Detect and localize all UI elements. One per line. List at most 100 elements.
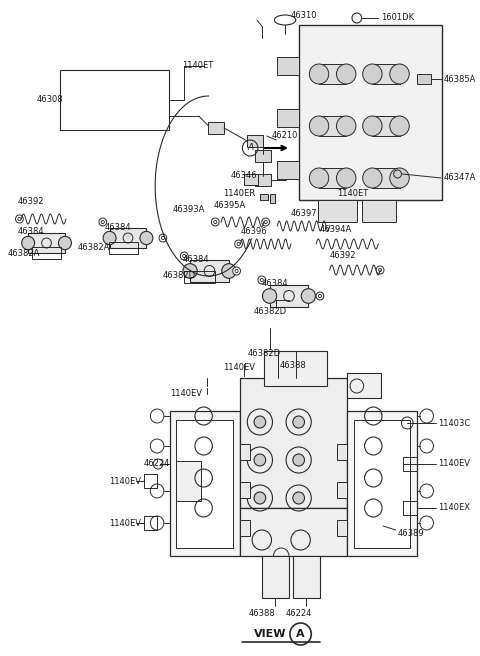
Bar [318, 200, 357, 222]
Text: 11403C: 11403C [438, 419, 470, 428]
Circle shape [183, 255, 186, 258]
Bar [144, 516, 157, 530]
Circle shape [290, 623, 311, 645]
Text: 1140ER: 1140ER [223, 190, 255, 199]
Circle shape [211, 218, 219, 226]
Text: 46392: 46392 [330, 251, 356, 260]
Text: 46347A: 46347A [443, 173, 476, 182]
Text: 46346: 46346 [231, 171, 257, 180]
Circle shape [263, 289, 276, 303]
Circle shape [336, 168, 356, 188]
Bar [347, 411, 417, 556]
Text: 1140EV: 1140EV [223, 363, 255, 373]
Text: 46384: 46384 [182, 255, 209, 264]
Circle shape [262, 218, 270, 226]
Circle shape [363, 116, 382, 136]
Text: 1140ET: 1140ET [337, 188, 369, 197]
Circle shape [293, 454, 304, 466]
Bar [354, 420, 410, 548]
Circle shape [336, 64, 356, 84]
Text: 46310: 46310 [291, 12, 317, 20]
Bar [337, 444, 347, 460]
Text: 1140EV: 1140EV [108, 518, 141, 527]
Bar [372, 64, 399, 84]
Bar [109, 228, 146, 248]
Bar [240, 444, 250, 460]
Text: 1140EV: 1140EV [170, 388, 202, 398]
Text: A: A [296, 629, 305, 639]
Bar [240, 508, 347, 556]
Bar [255, 150, 271, 162]
Bar [337, 482, 347, 498]
Text: 46384: 46384 [105, 222, 132, 232]
Text: 46392: 46392 [17, 197, 44, 207]
Circle shape [237, 243, 240, 245]
Bar [372, 116, 399, 136]
Bar [293, 556, 320, 598]
Text: 1140EX: 1140EX [438, 504, 470, 512]
Circle shape [309, 64, 329, 84]
Bar [177, 461, 201, 501]
Circle shape [390, 168, 409, 188]
Text: 46388: 46388 [248, 609, 275, 619]
Circle shape [379, 268, 382, 272]
Text: 46382D: 46382D [247, 350, 280, 358]
Circle shape [363, 64, 382, 84]
Circle shape [233, 267, 240, 275]
Bar [32, 247, 61, 259]
Bar [270, 194, 276, 203]
Circle shape [254, 454, 266, 466]
Text: 46388: 46388 [279, 361, 306, 371]
Bar [144, 474, 157, 488]
Bar [108, 242, 138, 254]
Circle shape [161, 236, 165, 239]
Bar [244, 174, 258, 185]
Circle shape [140, 232, 153, 245]
Circle shape [309, 168, 329, 188]
Text: 1601DK: 1601DK [381, 14, 414, 22]
Bar [319, 116, 346, 136]
Text: A: A [247, 144, 253, 152]
Circle shape [293, 492, 304, 504]
Bar [184, 271, 215, 283]
Bar [319, 64, 346, 84]
Circle shape [59, 236, 72, 250]
Text: 46389: 46389 [397, 529, 424, 539]
Bar [337, 520, 347, 536]
Text: 46382A: 46382A [8, 249, 40, 258]
Circle shape [376, 266, 384, 274]
Circle shape [293, 416, 304, 428]
Ellipse shape [275, 15, 296, 25]
Bar [403, 457, 417, 471]
Bar [277, 161, 299, 179]
Bar [299, 25, 442, 200]
Bar [60, 70, 169, 130]
Circle shape [235, 270, 238, 273]
Bar [240, 482, 250, 498]
Circle shape [214, 220, 217, 224]
Text: 46396: 46396 [240, 226, 267, 236]
Circle shape [301, 289, 315, 303]
Circle shape [390, 64, 409, 84]
Bar [403, 501, 417, 515]
Bar [247, 135, 263, 147]
Text: 46382D: 46382D [163, 272, 196, 281]
Bar [255, 174, 271, 186]
Bar [277, 109, 299, 127]
Circle shape [318, 295, 322, 298]
Text: 1140EV: 1140EV [108, 476, 141, 485]
Text: 46384: 46384 [17, 228, 44, 237]
Text: 46393A: 46393A [173, 205, 205, 215]
Bar [177, 420, 233, 548]
Bar [264, 351, 327, 386]
Text: 46308: 46308 [37, 96, 63, 104]
Circle shape [101, 220, 104, 224]
Text: 1140EV: 1140EV [438, 459, 470, 468]
Bar [277, 57, 299, 75]
Text: 46394A: 46394A [320, 226, 352, 234]
Bar [240, 520, 250, 536]
Circle shape [254, 416, 266, 428]
Text: 46385A: 46385A [443, 75, 476, 83]
Bar [270, 285, 308, 307]
Bar [240, 378, 347, 508]
